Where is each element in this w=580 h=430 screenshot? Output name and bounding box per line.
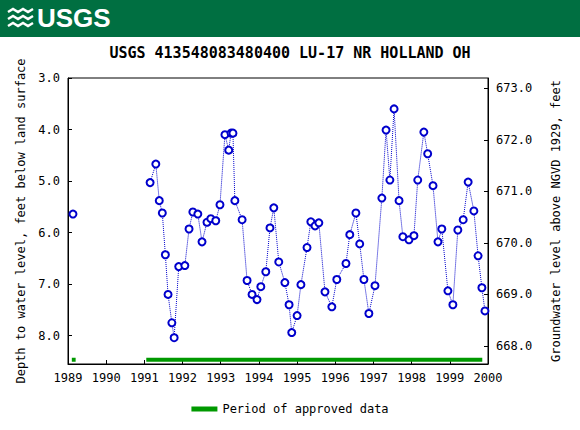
svg-text:673.0: 673.0 <box>496 81 532 95</box>
svg-text:3.0: 3.0 <box>38 71 60 85</box>
svg-text:5.0: 5.0 <box>38 174 60 188</box>
svg-text:1989: 1989 <box>54 371 83 385</box>
svg-text:4.0: 4.0 <box>38 123 60 137</box>
svg-text:USGS: USGS <box>37 3 111 33</box>
svg-text:1998: 1998 <box>397 371 426 385</box>
svg-text:1999: 1999 <box>435 371 464 385</box>
svg-text:668.0: 668.0 <box>496 339 532 353</box>
svg-text:Groundwater level above NGVD 1: Groundwater level above NGVD 1929, feet <box>549 80 563 362</box>
svg-text:671.0: 671.0 <box>496 184 532 198</box>
svg-text:Depth to water level, feet bel: Depth to water level, feet below land su… <box>14 58 28 383</box>
svg-text:2000: 2000 <box>474 371 503 385</box>
svg-text:672.0: 672.0 <box>496 133 532 147</box>
svg-text:1997: 1997 <box>359 371 388 385</box>
svg-text:8.0: 8.0 <box>38 329 60 343</box>
svg-text:Period of approved data: Period of approved data <box>222 402 388 416</box>
svg-text:6.0: 6.0 <box>38 226 60 240</box>
svg-text:669.0: 669.0 <box>496 287 532 301</box>
svg-text:1993: 1993 <box>206 371 235 385</box>
svg-text:7.0: 7.0 <box>38 277 60 291</box>
svg-text:1995: 1995 <box>283 371 312 385</box>
svg-text:1994: 1994 <box>244 371 273 385</box>
svg-text:USGS 413548083480400 LU-17 NR: USGS 413548083480400 LU-17 NR HOLLAND OH <box>109 44 470 62</box>
svg-text:670.0: 670.0 <box>496 236 532 250</box>
svg-text:1990: 1990 <box>92 371 121 385</box>
svg-text:1992: 1992 <box>168 371 197 385</box>
svg-text:1996: 1996 <box>321 371 350 385</box>
svg-text:1991: 1991 <box>130 371 159 385</box>
